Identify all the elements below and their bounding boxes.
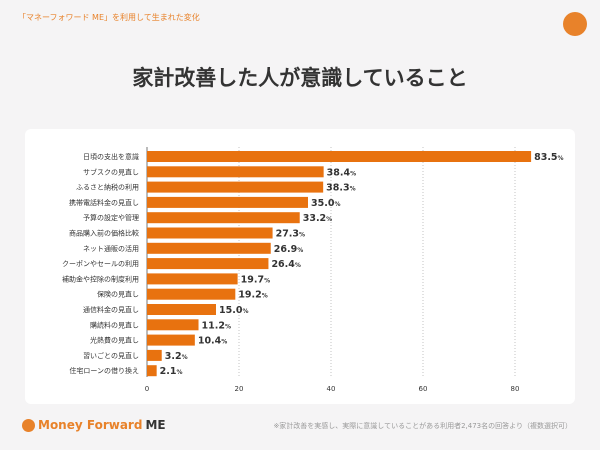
- bar: [147, 212, 300, 224]
- data-label: 26.9%: [274, 244, 303, 255]
- data-label: 19.7%: [241, 274, 270, 285]
- category-label: ネット通販の活用: [83, 244, 139, 253]
- category-label: サブスクの見直し: [83, 167, 139, 176]
- logo-icon: [563, 12, 587, 36]
- x-tick-label: 80: [511, 385, 520, 393]
- bar: [147, 273, 238, 285]
- data-label: 26.4%: [271, 259, 300, 270]
- bar: [147, 258, 269, 270]
- bar: [147, 151, 532, 162]
- subtitle: 「マネーフォワード ME」を利用して生まれた変化: [18, 13, 200, 22]
- category-label: 習いごとの見直し: [83, 351, 139, 360]
- data-label: 83.5%: [534, 152, 563, 163]
- bar: [147, 288, 236, 300]
- data-label: 33.2%: [303, 213, 332, 224]
- category-label: ふるさと納税の利用: [76, 183, 139, 192]
- category-label: 携帯電話料金の見直し: [69, 198, 139, 207]
- data-label: 19.2%: [238, 290, 267, 301]
- bar: [147, 166, 324, 178]
- x-tick-label: 0: [145, 385, 149, 393]
- category-label: 保険の見直し: [97, 290, 139, 299]
- category-label: 補助金や控除の制度利用: [62, 274, 139, 283]
- x-tick-label: 40: [327, 385, 336, 393]
- data-label: 15.0%: [219, 305, 248, 316]
- brand-name: Money Forward: [38, 418, 143, 432]
- footnote: ※家計改善を実感し、実際に意識していることがある利用者2,473名の回答より（複…: [273, 422, 572, 430]
- bar: [147, 334, 195, 346]
- category-label: 通信料金の見直し: [83, 305, 139, 314]
- bar: [147, 319, 199, 331]
- x-tick-label: 20: [235, 385, 244, 393]
- data-label: 27.3%: [276, 229, 305, 240]
- category-label: 光熱費の見直し: [90, 336, 139, 345]
- brand-icon: [22, 418, 35, 432]
- bar: [147, 181, 324, 193]
- category-label: 購読料の見直し: [90, 320, 139, 329]
- category-label: 住宅ローンの借り換え: [69, 366, 139, 375]
- category-label: クーポンやセールの利用: [62, 259, 139, 268]
- data-label: 38.3%: [326, 183, 355, 194]
- page-title: 家計改善した人が意識していること: [132, 66, 468, 90]
- data-label: 2.1%: [160, 366, 183, 377]
- x-tick-label: 60: [419, 385, 428, 393]
- category-label: 日頃の支出を意識: [83, 152, 139, 161]
- data-label: 3.2%: [165, 351, 188, 362]
- brand-logo: Money Forward ME: [22, 418, 166, 432]
- data-label: 38.4%: [327, 167, 356, 178]
- category-label: 予算の設定や管理: [83, 213, 139, 222]
- bar: [147, 304, 216, 315]
- bar: [147, 196, 308, 208]
- bar: [147, 365, 157, 377]
- data-label: 35.0%: [311, 198, 340, 209]
- bar: [147, 349, 162, 361]
- data-label: 10.4%: [198, 336, 227, 347]
- category-label: 商品購入前の価格比較: [69, 229, 139, 238]
- bar: [147, 227, 273, 239]
- chart-card: 0 20 40 60 80 日頃の支出を意識 83.5% サブスクの見直し 38.4% ふるさと納…: [25, 129, 575, 404]
- data-label: 11.2%: [202, 320, 231, 331]
- brand-suffix: ME: [145, 418, 166, 432]
- bar: [147, 242, 271, 254]
- bar-chart: 0 20 40 60 80 日頃の支出を意識 83.5% サブスクの見直し 38.4% ふるさと納…: [62, 147, 564, 393]
